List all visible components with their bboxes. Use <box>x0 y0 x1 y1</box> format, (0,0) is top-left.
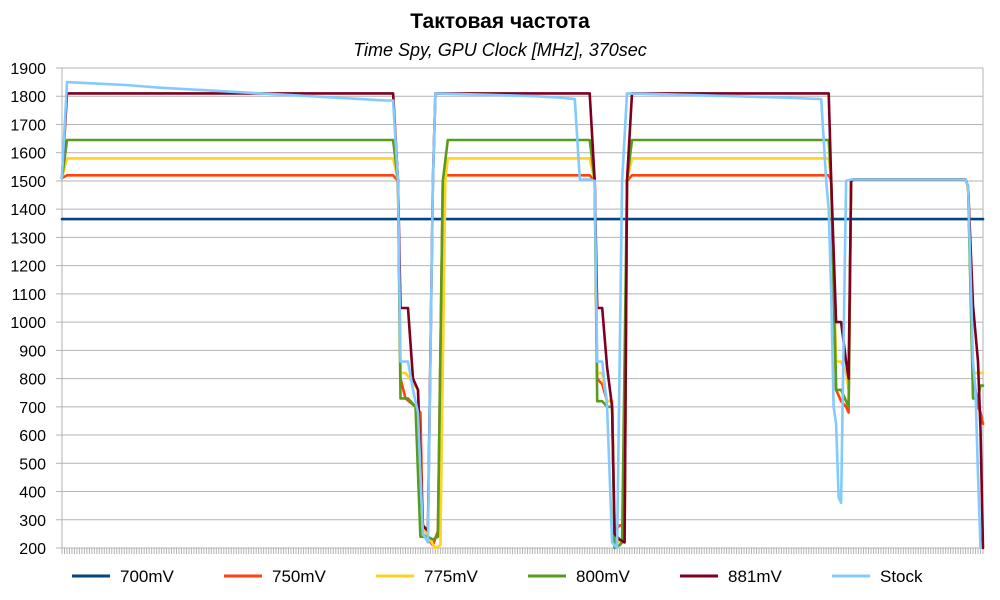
axes: 200 300 400 500 600 700 800 900 1000 1100 1200 1300… <box>10 61 984 558</box>
y-tick-label: 900 <box>19 343 46 360</box>
y-tick-label: 400 <box>19 485 46 502</box>
legend-label: 775mV <box>424 567 479 586</box>
legend-label: 700mV <box>120 567 175 586</box>
series-line-6 <box>60 80 982 550</box>
legend-item: Stock <box>832 567 923 586</box>
y-tick-label: 1900 <box>10 61 46 78</box>
y-tick-label: 1000 <box>10 315 46 332</box>
y-tick-label: 1300 <box>10 230 46 247</box>
chart-subtitle: Time Spy, GPU Clock [MHz], 370sec <box>353 40 647 60</box>
chart-title: Тактовая частота <box>410 10 590 33</box>
legend-item: 800mV <box>528 567 631 586</box>
y-tick-label: 300 <box>19 513 46 530</box>
y-tick-label: 1800 <box>10 89 46 106</box>
y-tick-label: 800 <box>19 372 46 389</box>
y-tick-label: 1400 <box>10 202 46 219</box>
x-tick-marks <box>61 548 984 554</box>
legend-label: 881mV <box>728 567 783 586</box>
gridlines <box>62 67 983 549</box>
y-tick-label: 1100 <box>12 287 47 304</box>
legend-item: 750mV <box>224 567 327 586</box>
legend-label: 750mV <box>272 567 327 586</box>
series-lines <box>60 80 985 550</box>
legend-item: 775mV <box>376 567 479 586</box>
y-tick-label: 1600 <box>10 146 46 163</box>
legend: 700mV 750mV 775mV 800mV 881mV Stock <box>72 567 923 586</box>
y-tick-label: 700 <box>19 400 46 417</box>
y-tick-label: 600 <box>19 428 46 445</box>
legend-item: 700mV <box>72 567 175 586</box>
y-tick-label: 1700 <box>10 117 46 134</box>
y-tick-label: 200 <box>19 541 46 558</box>
y-tick-label: 500 <box>19 456 46 473</box>
legend-item: 881mV <box>680 567 783 586</box>
y-tick-label: 1200 <box>10 259 46 276</box>
legend-label: Stock <box>880 567 923 586</box>
y-tick-label: 1500 <box>10 174 46 191</box>
legend-label: 800mV <box>576 567 631 586</box>
